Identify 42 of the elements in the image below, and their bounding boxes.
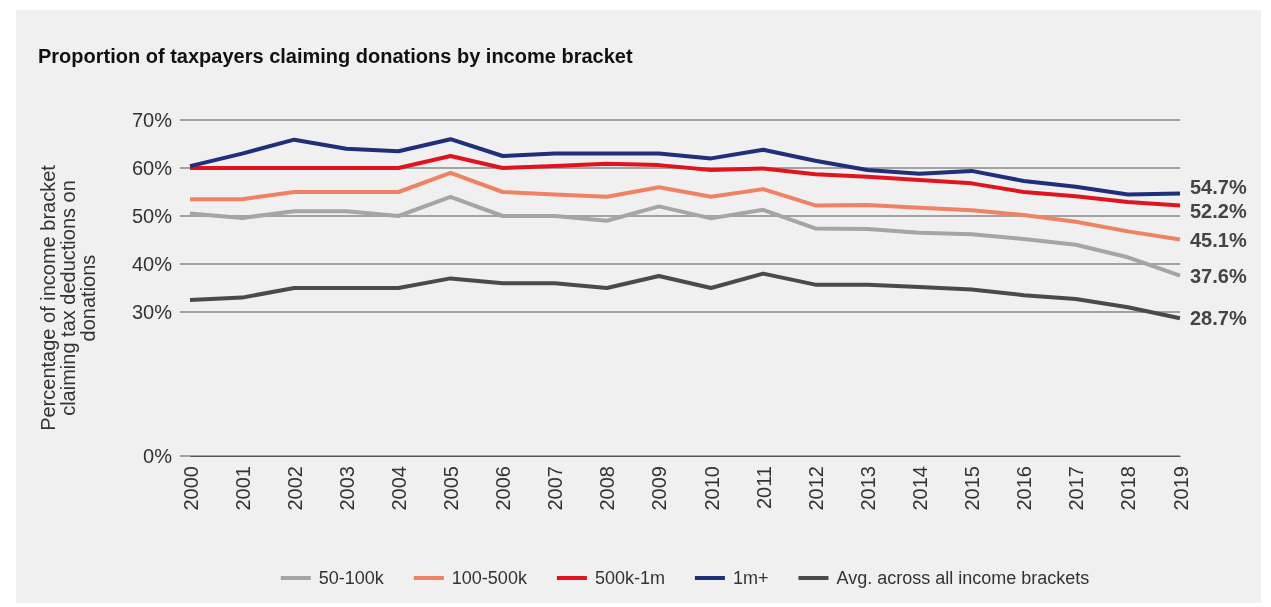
line-series: [188, 137, 1182, 197]
x-tick-label: 2005: [440, 466, 463, 511]
line-series: [188, 194, 1182, 278]
y-tick-label: 0%: [143, 444, 173, 467]
x-tick-label: 2015: [961, 466, 984, 511]
x-tick-label: 2014: [908, 466, 931, 511]
x-tick-label: 2002: [283, 466, 306, 511]
legend-label: 1m+: [732, 568, 769, 589]
legend-label: 500k-1m: [594, 568, 665, 589]
x-tick-label: 2009: [648, 466, 671, 511]
legend-label: 100-500k: [451, 568, 528, 589]
y-tick-label: 70%: [131, 108, 173, 131]
x-tick-label: 2017: [1065, 466, 1088, 511]
y-tick-label: 50%: [131, 204, 173, 227]
x-tick-label: 2018: [1117, 466, 1140, 511]
x-tick-label: 2012: [804, 466, 827, 511]
data-label: 28.7%: [1190, 307, 1247, 330]
x-tick-label: 2011: [752, 466, 775, 510]
data-label: 45.1%: [1190, 228, 1247, 251]
x-tick-label: 2016: [1013, 466, 1036, 511]
legend-label: Avg. across all income brackets: [836, 568, 1090, 589]
x-tick-label: 2008: [596, 466, 619, 511]
x-tick-label: 2006: [492, 466, 515, 511]
x-tick-label: 2007: [544, 466, 567, 511]
y-tick-label: 40%: [131, 252, 173, 275]
x-tick-label: 2003: [335, 466, 358, 511]
y-tick-label: 30%: [131, 300, 173, 323]
x-tick-label: 2013: [856, 466, 879, 511]
legend-label: 50-100k: [318, 568, 385, 589]
y-axis-title: Percentage of income bracket claiming tax deductions on donations: [37, 164, 99, 431]
x-tick-label: 2004: [387, 466, 410, 511]
line-series: [188, 170, 1182, 242]
line-series: [188, 154, 1182, 208]
data-label: 37.6%: [1190, 264, 1247, 287]
chart-title: Proportion of taxpayers claiming donations by income bracket: [38, 45, 633, 67]
x-tick-label: 2019: [1169, 466, 1192, 511]
data-label: 54.7%: [1190, 176, 1247, 199]
x-tick-label: 2001: [231, 466, 254, 511]
x-tick-label: 2010: [700, 466, 723, 511]
data-label: 52.2%: [1190, 200, 1247, 223]
y-tick-label: 60%: [131, 156, 173, 179]
x-tick-label: 2000: [179, 466, 202, 511]
